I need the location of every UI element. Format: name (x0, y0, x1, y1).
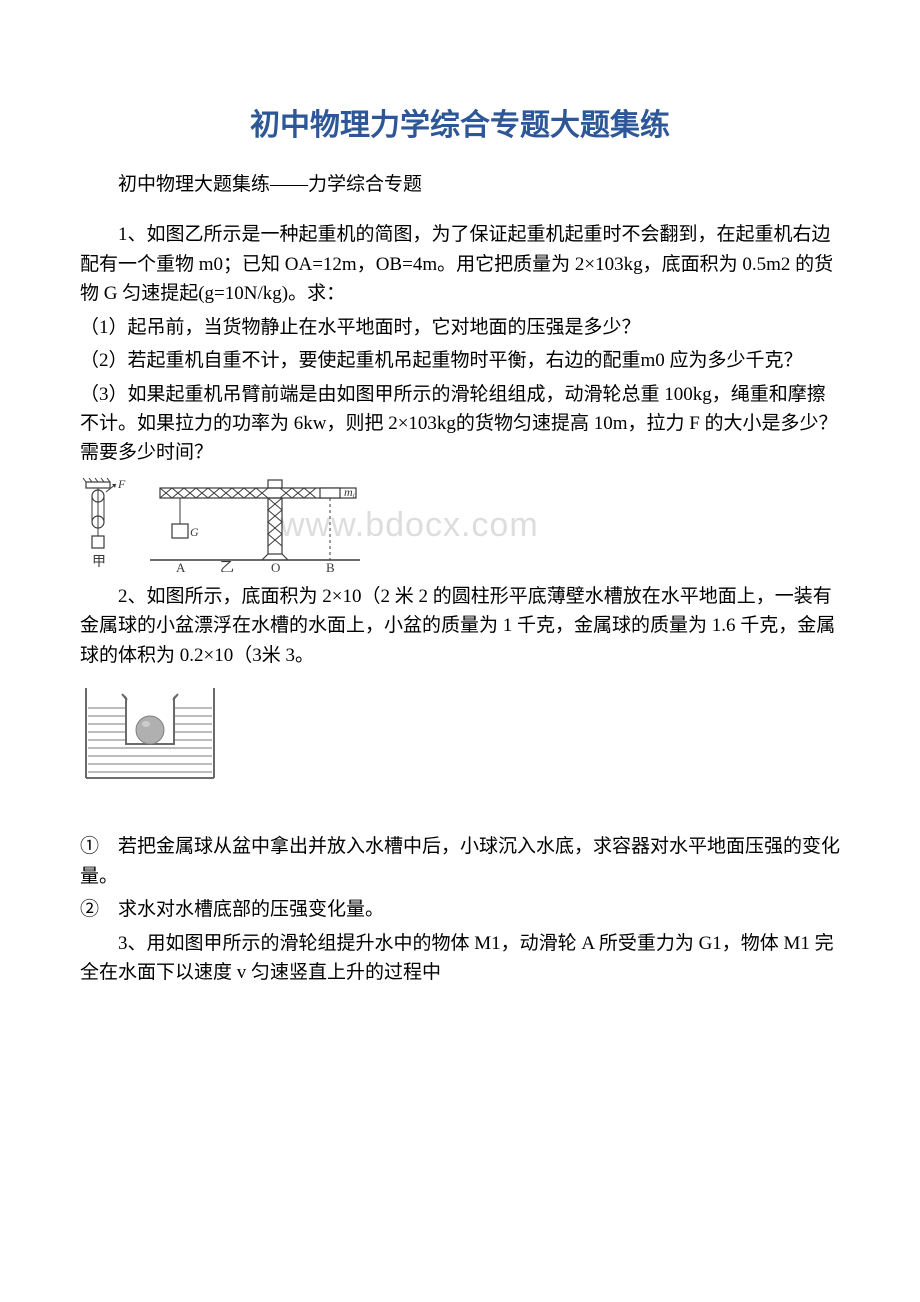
tank-diagram (80, 678, 220, 788)
q1-p2: （2）若起重机自重不计，要使起重机吊起重物时平衡，右边的配重m0 应为多少千克？ (80, 346, 840, 375)
label-m0: m₀ (344, 485, 357, 499)
spacer (80, 804, 840, 832)
label-yi: 乙 (220, 560, 234, 572)
q1-p1: （1）起吊前，当货物静止在水平地面时，它对地面的压强是多少？ (80, 313, 840, 342)
label-B: B (326, 560, 335, 572)
pulley-jia: F 甲 (83, 477, 126, 570)
figure-1-container: www.bdocx.com F 甲 (80, 476, 840, 572)
page-title: 初中物理力学综合专题大题集练 (80, 100, 840, 144)
subtitle: 初中物理大题集练——力学综合专题 (80, 170, 840, 200)
q3-intro: 3、用如图甲所示的滑轮组提升水中的物体 M1，动滑轮 A 所受重力为 G1，物体… (80, 929, 840, 988)
q2-intro: 2、如图所示，底面积为 2×10（2 米 2 的圆柱形平底薄壁水槽放在水平地面上… (80, 582, 840, 670)
crane-yi: G m₀ A O B 乙 (150, 480, 360, 572)
crane-diagram: F 甲 (80, 476, 390, 572)
label-G: G (190, 525, 199, 539)
q2-p2: ② 求水对水槽底部的压强变化量。 (80, 895, 840, 924)
figure-2-container (80, 678, 840, 788)
q2-p1: ① 若把金属球从盆中拿出并放入水槽中后，小球沉入水底，求容器对水平地面压强的变化… (80, 832, 840, 891)
label-F: F (117, 477, 126, 491)
label-jia: 甲 (92, 555, 106, 570)
figure-1-svg-wrap: F 甲 (80, 476, 840, 577)
label-O: O (271, 560, 280, 572)
q1-p3: （3）如果起重机吊臂前端是由如图甲所示的滑轮组组成，动滑轮总重 100kg，绳重… (80, 380, 840, 468)
label-A: A (176, 560, 186, 572)
q1-intro: 1、如图乙所示是一种起重机的简图，为了保证起重机起重时不会翻到，在起重机右边配有… (80, 220, 840, 308)
